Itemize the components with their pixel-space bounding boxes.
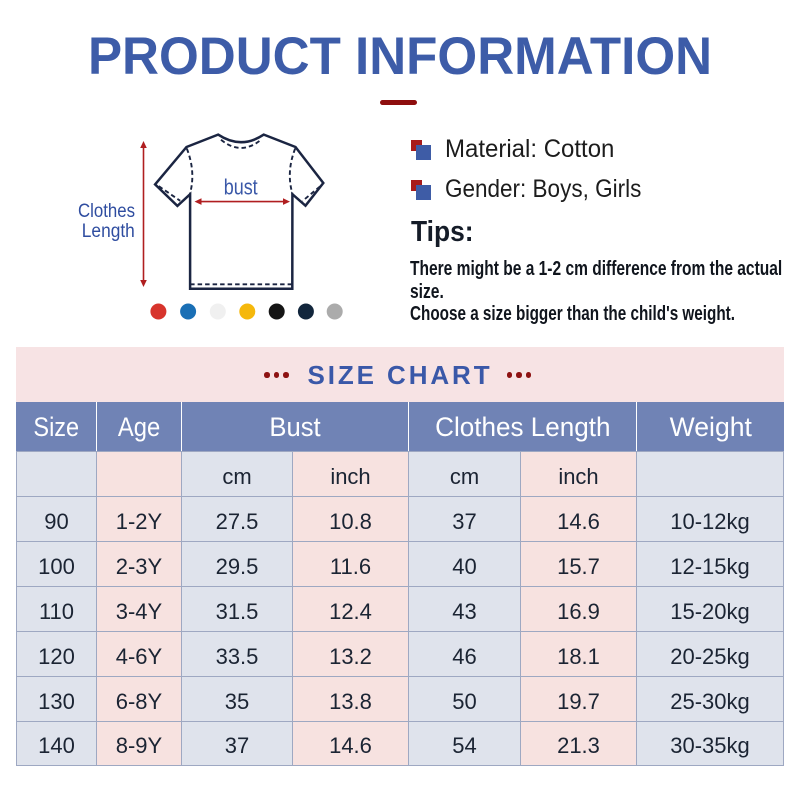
svg-text:bust: bust: [224, 175, 258, 200]
svg-text:Clothes: Clothes: [78, 200, 135, 222]
svg-text:Length: Length: [82, 220, 135, 242]
